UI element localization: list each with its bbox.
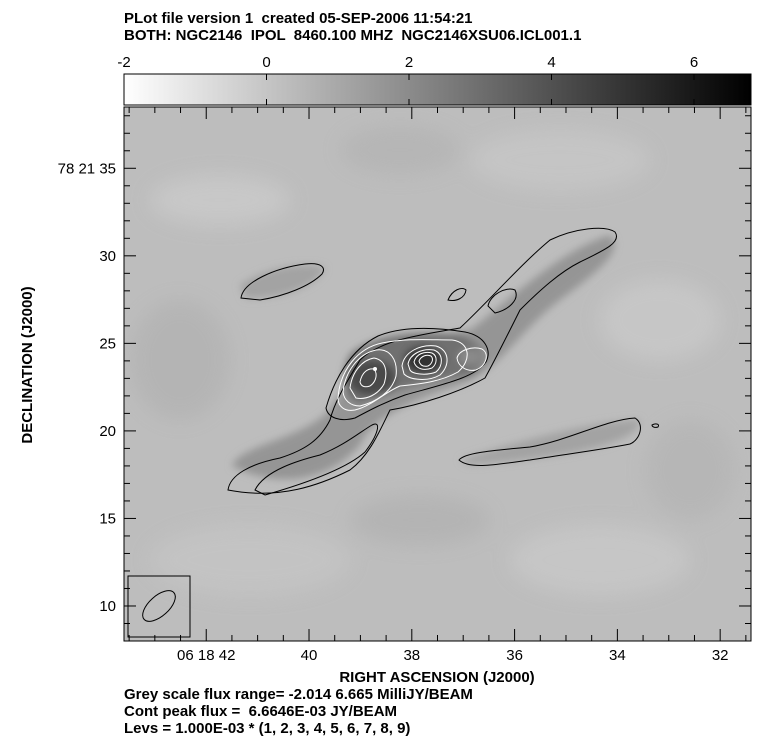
colorbar-gradient (123, 73, 752, 106)
map-panel: 06 18 42 40 38 36 34 32 78 21 35 30 25 20 15 10 (58, 106, 752, 664)
y-axis-label: DECLINATION (J2000) (19, 286, 36, 443)
colorbar-tick-label: -2 (117, 54, 130, 71)
y-tick-label: 78 21 35 (58, 160, 116, 177)
beam-ellipse-box (127, 575, 191, 638)
y-tick-label: 30 (99, 248, 116, 265)
x-tick-label: 40 (301, 647, 318, 664)
x-tick-label: 06 18 42 (177, 647, 235, 664)
y-tick-label: 10 (99, 598, 116, 615)
plot-header-line-1: PLot file version 1 created 05-SEP-2006 … (124, 10, 473, 27)
colorbar-tick-label: 6 (690, 54, 698, 71)
colorbar-tick-label: 4 (547, 54, 555, 71)
x-axis-label: RIGHT ASCENSION (J2000) (339, 669, 534, 686)
x-tick-label: 36 (506, 647, 523, 664)
y-tick-label: 20 (99, 423, 116, 440)
x-tick-label: 32 (712, 647, 729, 664)
contours-low (227, 227, 659, 496)
y-tick-label: 15 (99, 510, 116, 527)
footer-flux-range: Grey scale flux range= -2.014 6.665 Mill… (124, 686, 473, 703)
greyscale-image (124, 107, 751, 641)
colorbar: -2 0 2 4 6 (117, 54, 752, 106)
plot-header-line-2: BOTH: NGC2146 IPOL 8460.100 MHZ NGC2146X… (124, 27, 582, 44)
colorbar-tick-label: 2 (405, 54, 413, 71)
x-tick-label: 38 (403, 647, 420, 664)
footer-peak-flux: Cont peak flux = 6.6646E-03 JY/BEAM (124, 703, 398, 720)
x-tick-label: 34 (609, 647, 626, 664)
colorbar-tick-label: 0 (262, 54, 270, 71)
y-tick-label: 25 (99, 335, 116, 352)
footer-levels: Levs = 1.000E-03 * (1, 2, 3, 4, 5, 6, 7,… (124, 720, 411, 737)
contours-high (337, 339, 487, 411)
